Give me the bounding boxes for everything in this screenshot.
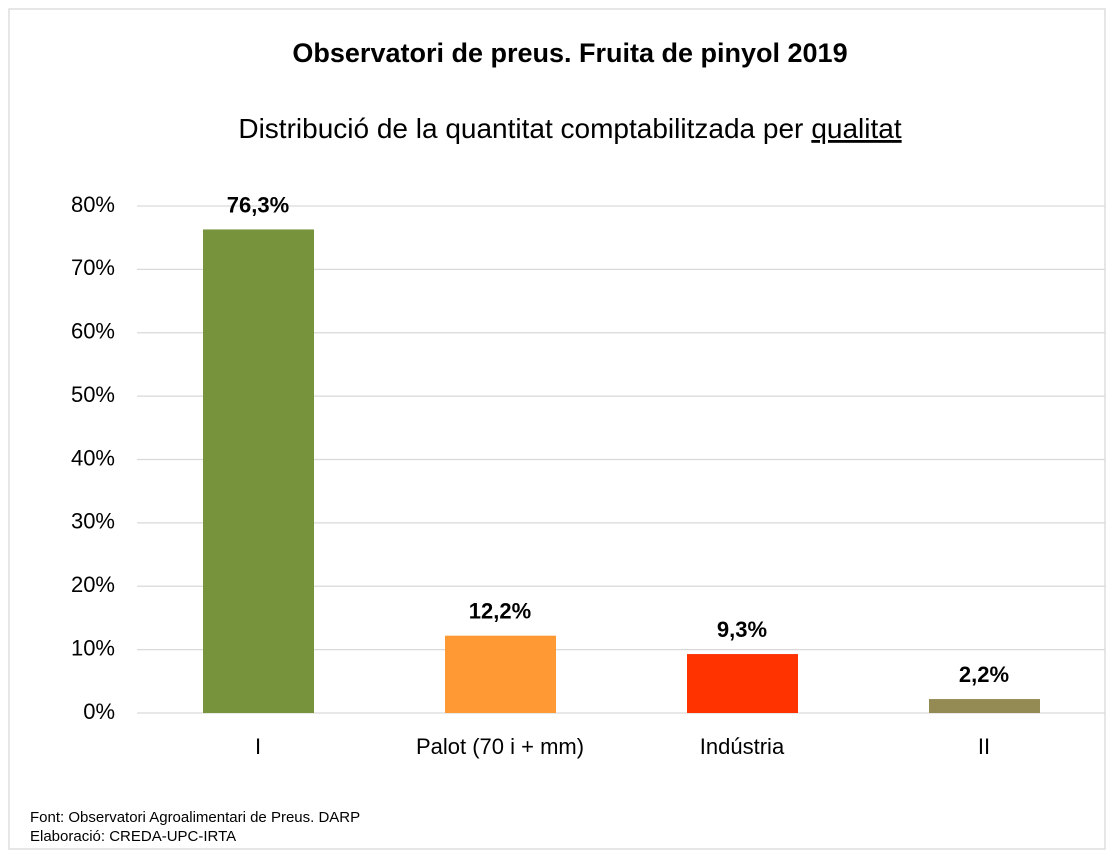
y-tick-label: 80% [71,192,115,217]
y-tick-label: 0% [83,699,115,724]
source-note: Font: Observatori Agroalimentari de Preu… [30,809,360,826]
bar [445,635,556,713]
x-tick-label: II [978,734,990,759]
y-tick-label: 40% [71,445,115,470]
chart-border [8,8,1106,850]
bar [929,699,1040,713]
bar [687,654,798,713]
x-tick-label: I [255,734,261,759]
data-label: 2,2% [959,662,1009,687]
chart-subtitle: Distribució de la quantitat comptabilitz… [238,113,901,144]
x-tick-label: Indústria [700,734,785,759]
data-label: 12,2% [469,598,531,623]
y-tick-label: 60% [71,319,115,344]
chart-title: Observatori de preus. Fruita de pinyol 2… [292,38,847,68]
y-tick-label: 10% [71,635,115,660]
data-label: 76,3% [227,192,289,217]
y-tick-label: 50% [71,382,115,407]
subtitle-underlined: qualitat [811,113,902,144]
y-tick-label: 70% [71,255,115,280]
y-tick-label: 20% [71,572,115,597]
credit-note: Elaboració: CREDA-UPC-IRTA [30,828,236,845]
subtitle-text: Distribució de la quantitat comptabilitz… [238,113,803,144]
bar [203,229,314,714]
y-tick-label: 30% [71,509,115,534]
x-tick-label: Palot (70 i + mm) [416,734,584,759]
data-label: 9,3% [717,617,767,642]
